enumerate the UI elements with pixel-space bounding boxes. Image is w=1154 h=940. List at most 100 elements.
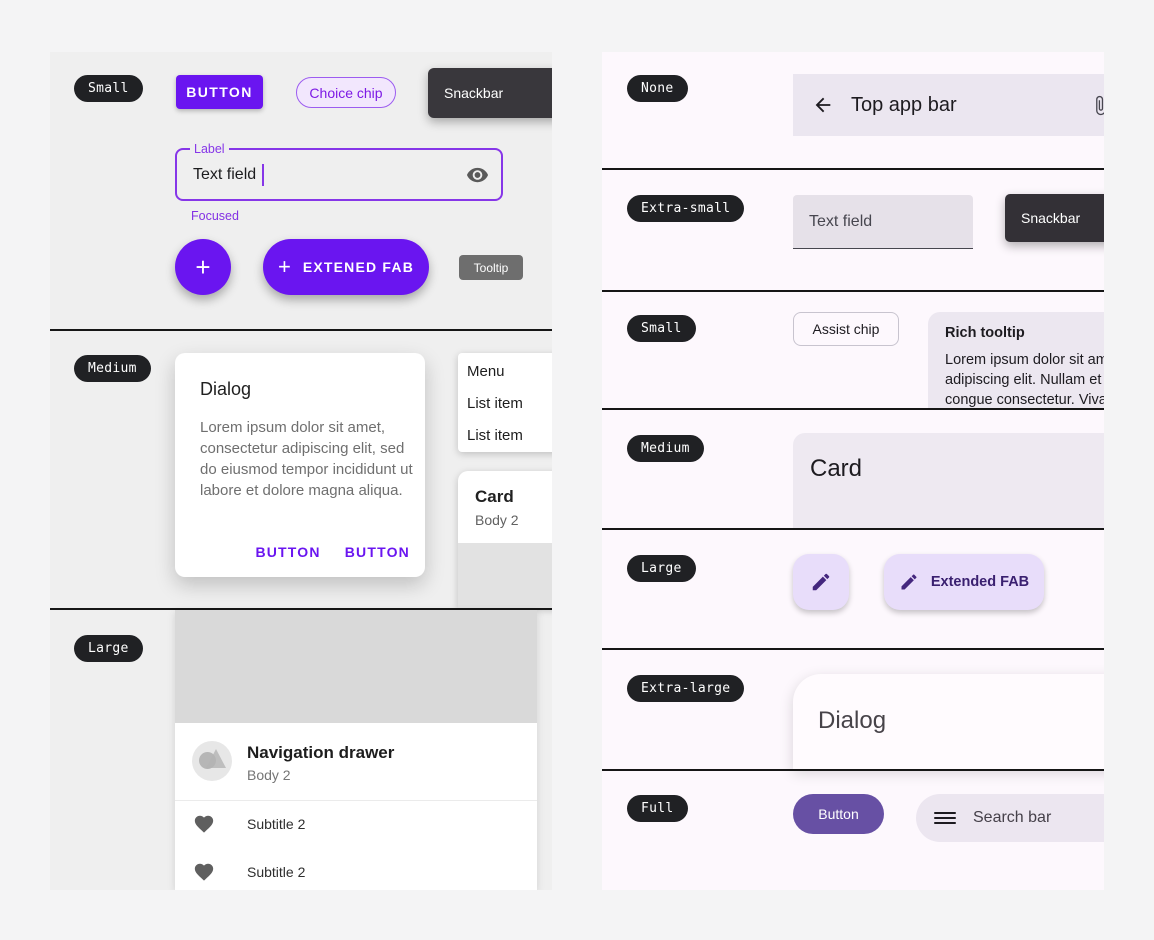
hamburger-menu-icon[interactable] xyxy=(934,809,956,827)
rich-tooltip-line: Lorem ipsum dolor sit am xyxy=(945,352,1104,368)
menu-item[interactable]: List item xyxy=(467,426,523,444)
drawer-list-item[interactable]: Subtitle 2 xyxy=(247,864,306,880)
pencil-icon xyxy=(810,571,832,593)
snackbar: Snackbar xyxy=(1005,194,1104,242)
extended-fab-button[interactable]: Extended FAB xyxy=(884,554,1044,610)
extended-fab-label: Extended FAB xyxy=(930,574,1030,590)
filled-button[interactable]: BUTTON xyxy=(176,75,263,109)
dialog-body-line: consectetur adipiscing elit, sed xyxy=(200,440,405,457)
top-app-bar: Top app bar xyxy=(793,74,1104,136)
card-title: Card xyxy=(810,455,863,482)
search-bar-placeholder: Search bar xyxy=(973,809,1052,826)
shape-badge-small-label: Small xyxy=(641,321,682,336)
dialog-button-2[interactable]: BUTTON xyxy=(344,544,410,560)
shape-badge-extra-large-label: Extra-large xyxy=(641,681,731,696)
snackbar: Snackbar xyxy=(428,68,552,118)
shape-badge-full-label: Full xyxy=(641,801,674,816)
avatar xyxy=(192,741,232,781)
row-divider xyxy=(602,648,1104,650)
button-label: Button xyxy=(818,806,859,822)
filled-button-label: BUTTON xyxy=(186,84,253,100)
shape-badge-extra-large: Extra-large xyxy=(627,675,745,702)
row-divider xyxy=(602,528,1104,530)
row-divider xyxy=(602,408,1104,410)
card-media-placeholder xyxy=(458,543,552,608)
shape-badge-large-label: Large xyxy=(641,561,682,576)
text-field-value-text: Text field xyxy=(193,165,257,183)
fab-button[interactable]: + xyxy=(175,239,231,295)
rich-tooltip-line: congue consectetur. Viva xyxy=(945,392,1104,408)
shape-badge-small: Small xyxy=(627,315,696,342)
card[interactable]: Card xyxy=(793,433,1104,528)
dialog-body-line: Lorem ipsum dolor sit amet, xyxy=(200,419,386,436)
choice-chip-label: Choice chip xyxy=(309,84,383,101)
extended-fab-button[interactable]: + EXTENED FAB xyxy=(263,239,429,295)
shape-badge-medium-label: Medium xyxy=(88,361,137,376)
dialog-title: Dialog xyxy=(200,379,252,399)
outlined-text-field[interactable]: Label Text field xyxy=(175,142,503,201)
choice-chip[interactable]: Choice chip xyxy=(296,77,396,108)
drawer-list-item[interactable]: Subtitle 2 xyxy=(247,816,306,832)
row-divider xyxy=(602,769,1104,771)
top-app-bar-title: Top app bar xyxy=(851,93,957,116)
rich-tooltip-line: adipiscing elit. Nullam et xyxy=(945,372,1102,388)
row-divider xyxy=(602,168,1104,170)
card-title: Card xyxy=(475,487,514,506)
snackbar-label: Snackbar xyxy=(1021,210,1081,226)
shape-badge-none-label: None xyxy=(641,81,674,96)
shape-badge-medium-label: Medium xyxy=(641,441,690,456)
navigation-drawer: Navigation drawer Body 2 Subtitle 2 Subt… xyxy=(175,610,537,890)
visibility-eye-icon[interactable] xyxy=(466,163,489,186)
rich-tooltip-title: Rich tooltip xyxy=(945,325,1025,341)
dialog-body-line: do eiusmod tempor incididunt ut xyxy=(200,461,413,478)
rich-tooltip: Rich tooltip Lorem ipsum dolor sit am ad… xyxy=(928,312,1104,408)
assist-chip-label: Assist chip xyxy=(812,321,880,337)
dialog-body-line: labore et dolore magna aliqua. xyxy=(200,482,403,499)
shape-badge-large-label: Large xyxy=(88,641,129,656)
shape-badge-extra-small-label: Extra-small xyxy=(641,201,731,216)
back-arrow-icon[interactable] xyxy=(812,94,834,116)
rich-tooltip-body: Lorem ipsum dolor sit am adipiscing elit… xyxy=(945,350,1104,410)
text-field-value: Text field xyxy=(193,163,264,186)
shape-badge-full: Full xyxy=(627,795,688,822)
avatar-triangle-glyph xyxy=(206,749,226,768)
search-bar[interactable]: Search bar xyxy=(916,794,1104,842)
shape-badge-medium: Medium xyxy=(74,355,151,382)
fab-button[interactable] xyxy=(793,554,849,610)
drawer-image-placeholder xyxy=(175,610,537,723)
text-field-helper: Focused xyxy=(191,209,239,223)
drawer-subtitle: Body 2 xyxy=(247,767,291,783)
dialog-title: Dialog xyxy=(818,707,887,734)
dialog: Dialog xyxy=(793,674,1104,769)
section-divider xyxy=(50,329,552,331)
shape-badge-extra-small: Extra-small xyxy=(627,195,745,222)
left-shape-panel: Small BUTTON Choice chip Snackbar Label … xyxy=(50,52,552,890)
drawer-title: Navigation drawer xyxy=(247,743,395,762)
plus-icon: + xyxy=(277,254,291,279)
filled-text-field[interactable]: Text field xyxy=(793,195,973,249)
drawer-divider xyxy=(175,800,537,801)
heart-icon xyxy=(193,861,215,883)
shape-badge-none: None xyxy=(627,75,688,102)
dialog-actions: BUTTON BUTTON xyxy=(255,544,410,560)
row-divider xyxy=(602,290,1104,292)
dialog-body: Lorem ipsum dolor sit amet, consectetur … xyxy=(200,417,413,501)
assist-chip[interactable]: Assist chip xyxy=(793,312,899,346)
shape-badge-medium: Medium xyxy=(627,435,704,462)
shape-badge-large: Large xyxy=(627,555,696,582)
menu-item[interactable]: Menu xyxy=(467,362,505,380)
dialog: Dialog Lorem ipsum dolor sit amet, conse… xyxy=(175,353,425,577)
shape-badge-large: Large xyxy=(74,635,143,662)
menu-item[interactable]: List item xyxy=(467,394,523,412)
shape-badge-small: Small xyxy=(74,75,143,102)
tooltip: Tooltip xyxy=(459,255,523,280)
button[interactable]: Button xyxy=(793,794,884,834)
paperclip-attach-icon[interactable] xyxy=(1090,94,1104,117)
right-shape-panel: None Extra-small Small Medium Large Extr… xyxy=(602,52,1104,890)
section-divider xyxy=(50,608,552,610)
dialog-button-1[interactable]: BUTTON xyxy=(255,544,321,560)
text-field-label: Label xyxy=(190,142,229,156)
card[interactable]: Card Body 2 xyxy=(458,471,552,608)
tooltip-label: Tooltip xyxy=(473,260,509,275)
pencil-icon xyxy=(899,572,919,592)
